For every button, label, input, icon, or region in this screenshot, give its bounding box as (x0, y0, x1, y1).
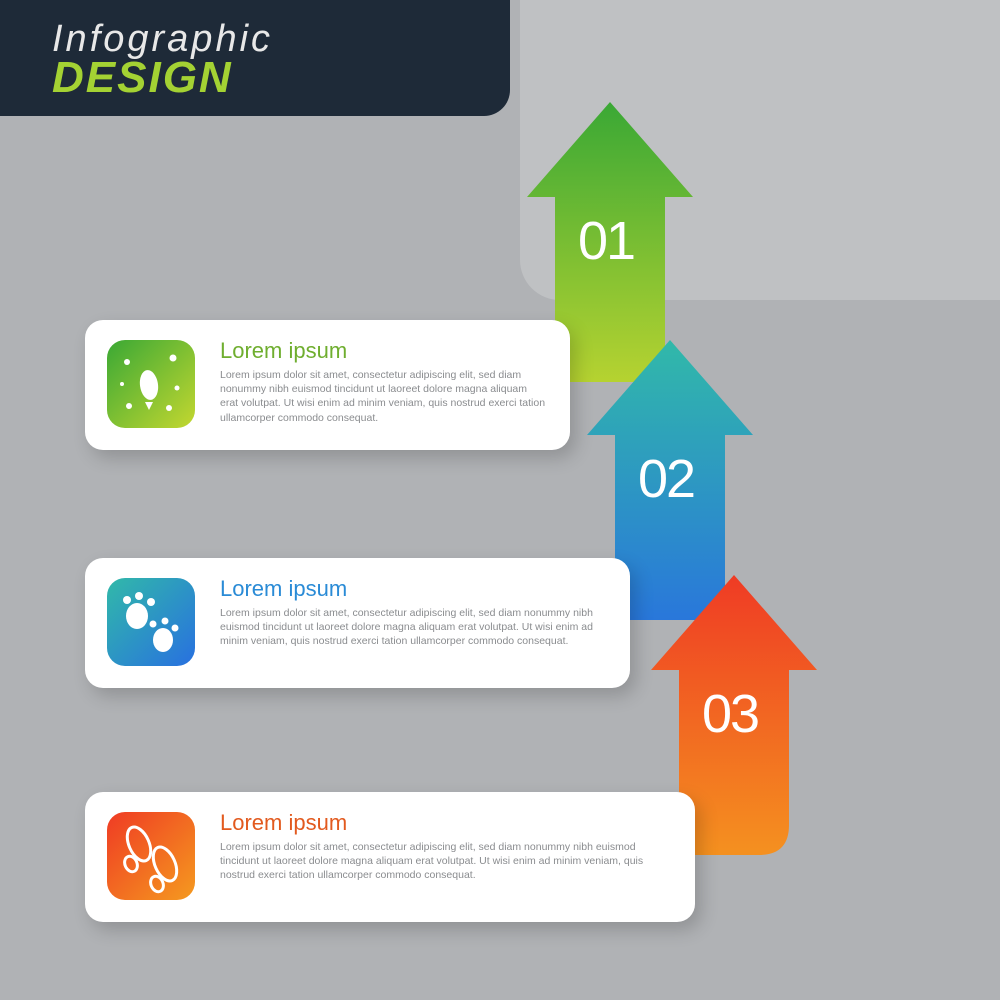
step-3-title: Lorem ipsum (220, 810, 347, 836)
step-2-card: Lorem ipsum Lorem ipsum dolor sit amet, c… (85, 558, 630, 688)
step-2-title: Lorem ipsum (220, 576, 347, 602)
step-1-number: 01 (578, 210, 634, 272)
bullet-scatter-icon (107, 340, 195, 428)
header-banner: Infographic DESIGN (0, 0, 510, 116)
paw-prints-icon (107, 578, 195, 666)
step-2-body: Lorem ipsum dolor sit amet, consectetur … (220, 606, 606, 649)
step-2-number: 02 (638, 448, 694, 510)
header-line2: DESIGN (52, 53, 510, 103)
step-1-card: Lorem ipsum Lorem ipsum dolor sit amet, c… (85, 320, 570, 450)
step-1-title: Lorem ipsum (220, 338, 347, 364)
shoe-prints-icon (107, 812, 195, 900)
step-1-body: Lorem ipsum dolor sit amet, consectetur … (220, 368, 546, 425)
step-3-number: 03 (702, 683, 758, 745)
step-3-body: Lorem ipsum dolor sit amet, consectetur … (220, 840, 671, 883)
step-3-card: Lorem ipsum Lorem ipsum dolor sit amet, c… (85, 792, 695, 922)
